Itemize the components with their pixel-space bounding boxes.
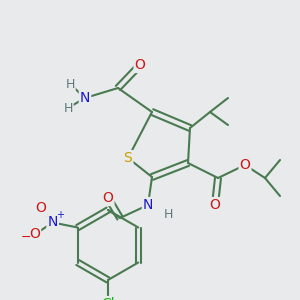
Text: S: S [124,151,132,165]
Text: Cl: Cl [101,297,115,300]
Text: N: N [80,91,90,105]
Text: O: O [240,158,250,172]
Text: O: O [135,58,146,72]
Text: O: O [35,202,46,215]
Text: O: O [103,191,113,205]
Text: +: + [56,211,64,220]
Text: O: O [210,198,220,212]
Text: H: H [65,77,75,91]
Text: −: − [20,231,31,244]
Text: H: H [63,101,73,115]
Text: N: N [143,198,153,212]
Text: N: N [47,215,58,230]
Text: H: H [163,208,173,221]
Text: O: O [29,227,40,242]
